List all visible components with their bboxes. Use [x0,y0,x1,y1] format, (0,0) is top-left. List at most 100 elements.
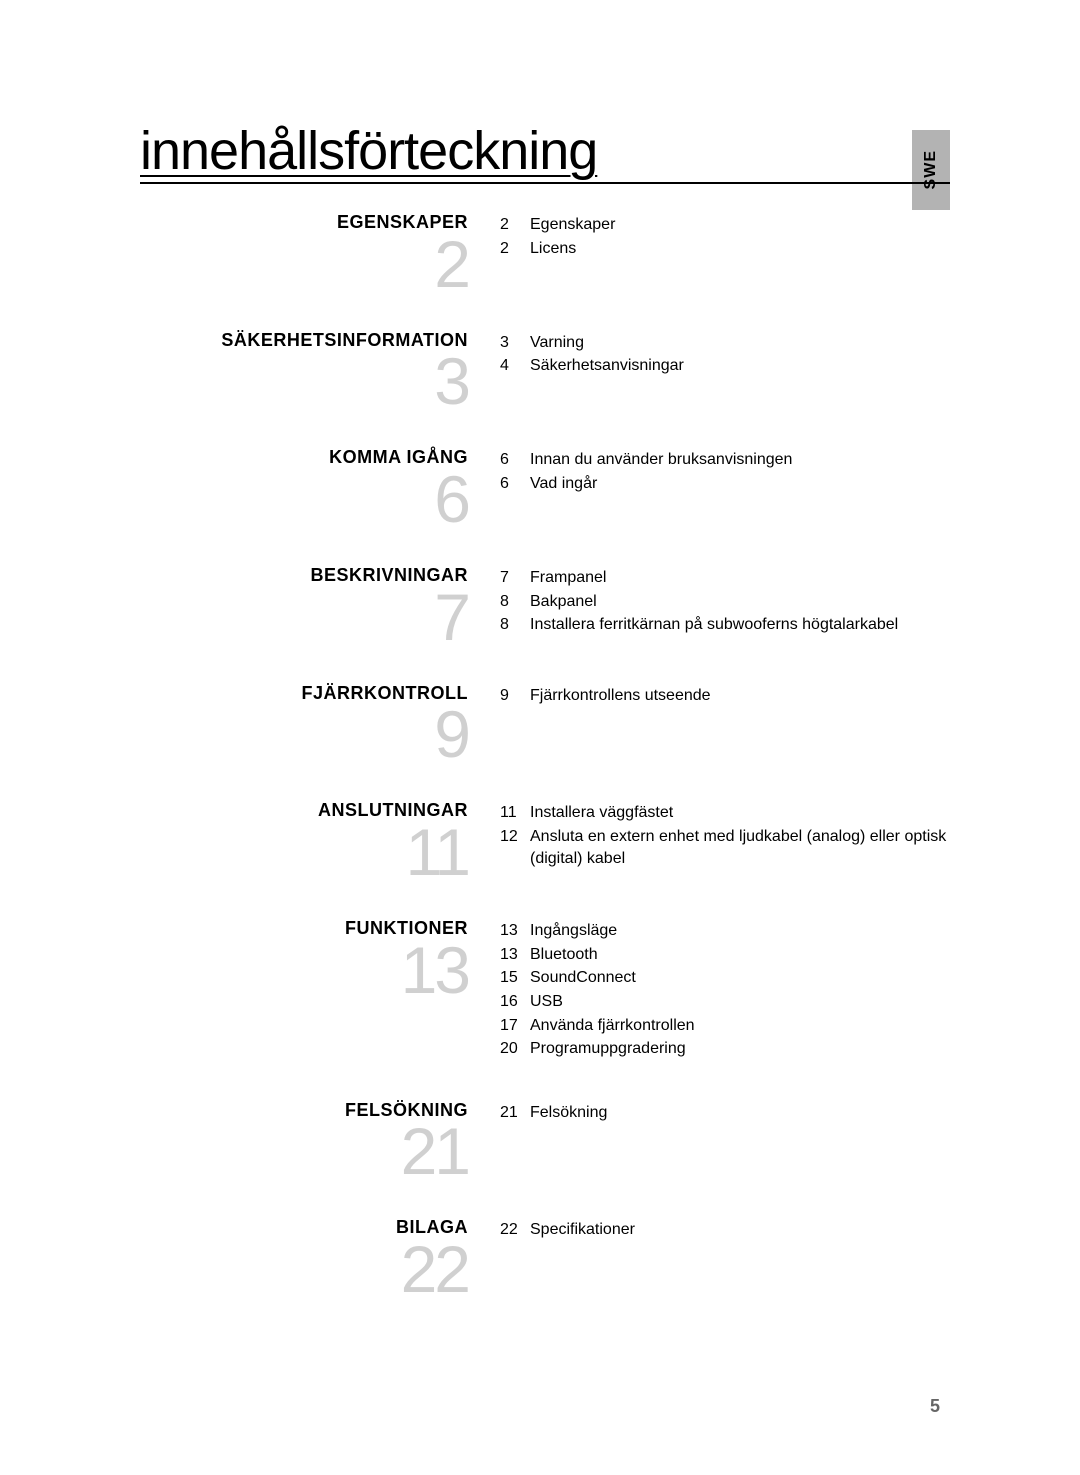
toc-entry: 17Använda fjärrkontrollen [500,1015,950,1037]
toc-section-entries: 22Specifikationer [500,1217,950,1243]
toc-section-left: EGENSKAPER2 [200,212,500,292]
toc-entry-label: Frampanel [530,567,950,589]
toc-entry: 7Frampanel [500,567,950,589]
toc-entry: 6Vad ingår [500,473,950,495]
toc-entry-label: Använda fjärrkontrollen [530,1015,950,1037]
toc-entry: 2Egenskaper [500,214,950,236]
toc-section: KOMMA IGÅNG66Innan du använder bruksanvi… [200,447,950,527]
toc-section: SÄKERHETSINFORMATION33Varning4Säkerhetsa… [200,330,950,410]
toc-section-number: 6 [200,471,468,527]
toc-entry-label: Specifikationer [530,1219,950,1241]
toc-entry-page: 17 [500,1015,530,1037]
table-of-contents: EGENSKAPER22Egenskaper2LicensSÄKERHETSIN… [200,212,950,1297]
toc-entry: 8Bakpanel [500,591,950,613]
toc-section-left: SÄKERHETSINFORMATION3 [200,330,500,410]
toc-entry-label: Bakpanel [530,591,950,613]
toc-entry-page: 22 [500,1219,530,1241]
toc-section-heading: SÄKERHETSINFORMATION [200,330,468,352]
toc-entry: 15SoundConnect [500,967,950,989]
toc-section-number: 13 [200,942,468,998]
toc-section-entries: 9Fjärrkontrollens utseende [500,683,950,709]
toc-entry-page: 11 [500,802,530,824]
toc-entry-page: 15 [500,967,530,989]
toc-entry-label: USB [530,991,950,1013]
toc-section-entries: 3Varning4Säkerhetsanvisningar [500,330,950,379]
toc-section-heading: EGENSKAPER [200,212,468,234]
toc-entry-page: 2 [500,214,530,236]
toc-section: ANSLUTNINGAR1111Installera väggfästet12A… [200,800,950,880]
toc-section-left: BILAGA22 [200,1217,500,1297]
toc-section: EGENSKAPER22Egenskaper2Licens [200,212,950,292]
toc-section-entries: 2Egenskaper2Licens [500,212,950,261]
toc-entry-page: 7 [500,567,530,589]
toc-entry-label: Ingångsläge [530,920,950,942]
toc-section-left: FELSÖKNING21 [200,1100,500,1180]
toc-entry-page: 16 [500,991,530,1013]
toc-entry-label: Installera väggfästet [530,802,950,824]
toc-entry-page: 3 [500,332,530,354]
title-container: innehållsförteckning [140,120,950,184]
toc-entry-page: 20 [500,1038,530,1060]
toc-entry-page: 13 [500,944,530,966]
toc-section-number: 3 [200,353,468,409]
toc-section-number: 7 [200,589,468,645]
toc-entry-page: 13 [500,920,530,942]
toc-section: BESKRIVNINGAR77Frampanel8Bakpanel8Instal… [200,565,950,645]
toc-entry-label: Programuppgradering [530,1038,950,1060]
toc-section-number: 2 [200,236,468,292]
toc-entry: 11Installera väggfästet [500,802,950,824]
toc-entry-page: 21 [500,1102,530,1124]
toc-section-number: 22 [200,1241,468,1297]
toc-entry: 13Ingångsläge [500,920,950,942]
toc-entry-label: Varning [530,332,950,354]
toc-section-number: 11 [200,824,468,880]
toc-entry-label: Fjärrkontrollens utseende [530,685,950,707]
toc-entry-label: Vad ingår [530,473,950,495]
toc-entry-page: 2 [500,238,530,260]
toc-section-left: ANSLUTNINGAR11 [200,800,500,880]
toc-entry-label: Felsökning [530,1102,950,1124]
page: SWE innehållsförteckning EGENSKAPER22Ege… [0,0,1080,1475]
toc-section-heading: BESKRIVNINGAR [200,565,468,587]
toc-section-heading: KOMMA IGÅNG [200,447,468,469]
toc-entry: 4Säkerhetsanvisningar [500,355,950,377]
toc-section-entries: 21Felsökning [500,1100,950,1126]
toc-entry-page: 9 [500,685,530,707]
toc-entry: 6Innan du använder bruksanvisningen [500,449,950,471]
toc-entry-label: Bluetooth [530,944,950,966]
toc-entry: 16USB [500,991,950,1013]
toc-entry: 3Varning [500,332,950,354]
toc-section-left: BESKRIVNINGAR7 [200,565,500,645]
page-title: innehållsförteckning [140,120,950,182]
toc-entry-label: SoundConnect [530,967,950,989]
page-number: 5 [930,1396,940,1417]
toc-section: FUNKTIONER1313Ingångsläge13Bluetooth15So… [200,918,950,1062]
toc-entry-page: 12 [500,826,530,848]
toc-entry-label: Innan du använder bruksanvisningen [530,449,950,471]
toc-entry: 22Specifikationer [500,1219,950,1241]
toc-section-entries: 7Frampanel8Bakpanel8Installera ferritkär… [500,565,950,638]
toc-entry-page: 6 [500,449,530,471]
toc-entry-label: Säkerhetsanvisningar [530,355,950,377]
toc-entry-page: 4 [500,355,530,377]
toc-entry-label: Licens [530,238,950,260]
toc-entry: 9Fjärrkontrollens utseende [500,685,950,707]
toc-section-number: 9 [200,706,468,762]
toc-entry-page: 6 [500,473,530,495]
toc-entry: 8Installera ferritkärnan på subwooferns … [500,614,950,636]
toc-section-left: KOMMA IGÅNG6 [200,447,500,527]
toc-section: BILAGA2222Specifikationer [200,1217,950,1297]
toc-entry: 21Felsökning [500,1102,950,1124]
toc-entry-label: Egenskaper [530,214,950,236]
toc-entry-label: Ansluta en extern enhet med ljudkabel (a… [530,826,950,869]
toc-entry-page: 8 [500,614,530,636]
toc-section: FJÄRRKONTROLL99Fjärrkontrollens utseende [200,683,950,763]
toc-entry: 20Programuppgradering [500,1038,950,1060]
toc-entry: 13Bluetooth [500,944,950,966]
toc-section: FELSÖKNING2121Felsökning [200,1100,950,1180]
toc-entry: 12Ansluta en extern enhet med ljudkabel … [500,826,950,869]
toc-section-entries: 13Ingångsläge13Bluetooth15SoundConnect16… [500,918,950,1062]
toc-section-left: FUNKTIONER13 [200,918,500,998]
toc-section-heading: FJÄRRKONTROLL [200,683,468,705]
toc-entry: 2Licens [500,238,950,260]
